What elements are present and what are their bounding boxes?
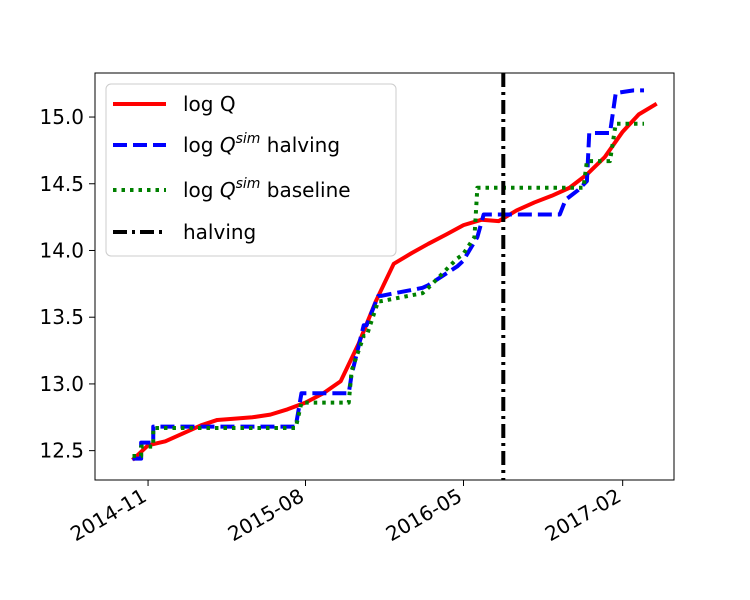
legend-label: halving [183,220,256,244]
legend-label-part: sim [236,176,261,192]
legend-label: log Qsim halving [183,131,340,157]
y-tick-label: 14.0 [39,238,84,262]
y-tick-label: 15.0 [39,105,84,129]
y-tick-label: 13.5 [39,305,84,329]
y-tick-label: 12.5 [39,439,84,463]
legend-label-part: halving [183,220,256,244]
y-tick-label: 13.0 [39,372,84,396]
series-layer [131,73,658,480]
legend-label-part: Q [220,178,236,202]
legend-label: log Q [183,92,236,116]
legend-label-part: log [183,178,220,202]
plot-frame [94,72,675,481]
legend-label-part: sim [236,131,261,147]
legend-label-part: baseline [260,178,350,202]
legend-label-part: log [183,133,220,157]
y-axis: 12.5 13.0 13.5 14.0 14.5 15.0 [39,105,95,463]
legend-label: log Qsim baseline [183,176,351,202]
legend-label-part: log Q [183,92,236,116]
legend-label-part: Q [220,133,236,157]
series-line-0 [131,101,658,462]
legend-label-part: halving [260,133,340,157]
series-line-2 [132,121,645,458]
y-tick-label: 14.5 [39,172,84,196]
legend-box [105,83,397,257]
